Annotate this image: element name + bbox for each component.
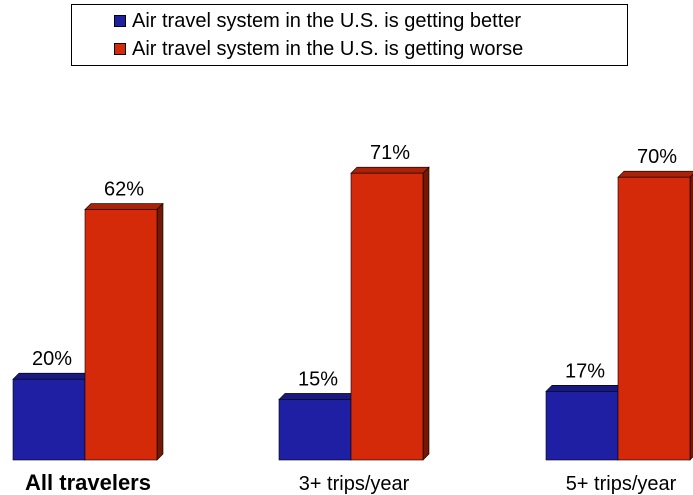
legend-swatch-worse — [114, 43, 126, 55]
bar-top-face — [350, 166, 430, 174]
legend-label-better: Air travel system in the U.S. is getting… — [132, 9, 522, 32]
bar-better-2 — [278, 392, 358, 461]
data-label-worse-1: 62% — [104, 179, 144, 201]
bar-front-face — [350, 172, 424, 461]
data-label-worse-2: 71% — [370, 142, 410, 164]
legend-item-better: Air travel system in the U.S. is getting… — [114, 9, 521, 33]
legend-item-worse: Air travel system in the U.S. is getting… — [114, 37, 523, 61]
bar-front-face — [278, 399, 352, 461]
data-label-better-3: 17% — [565, 360, 605, 382]
data-label-better-2: 15% — [298, 368, 338, 390]
bar-front-face — [12, 378, 86, 461]
x-tick-label-2: 3+ trips/year — [299, 473, 410, 495]
bar-better-3 — [545, 384, 625, 461]
bar-side-face — [422, 166, 430, 461]
x-tick-label-1: All travelers — [25, 470, 151, 495]
bar-front-face — [545, 391, 619, 461]
bar-front-face — [617, 176, 691, 461]
legend-label-worse: Air travel system in the U.S. is getting… — [132, 37, 524, 60]
chart-legend: Air travel system in the U.S. is getting… — [71, 4, 628, 66]
legend-swatch-better — [114, 15, 126, 27]
data-label-better-1: 20% — [32, 348, 72, 370]
x-tick-label-3: 5+ trips/year — [566, 473, 677, 495]
bar-top-face — [278, 393, 358, 400]
bar-worse-1 — [84, 202, 164, 461]
bar-worse-3 — [617, 170, 693, 461]
bar-top-face — [617, 170, 693, 178]
bar-front-face — [84, 209, 158, 461]
bar-worse-2 — [350, 166, 430, 461]
bar-side-face — [156, 202, 164, 461]
bar-top-face — [12, 372, 92, 380]
bar-better-1 — [12, 372, 92, 461]
data-label-worse-3: 70% — [637, 146, 677, 168]
bar-top-face — [84, 203, 164, 210]
bar-top-face — [545, 385, 625, 392]
